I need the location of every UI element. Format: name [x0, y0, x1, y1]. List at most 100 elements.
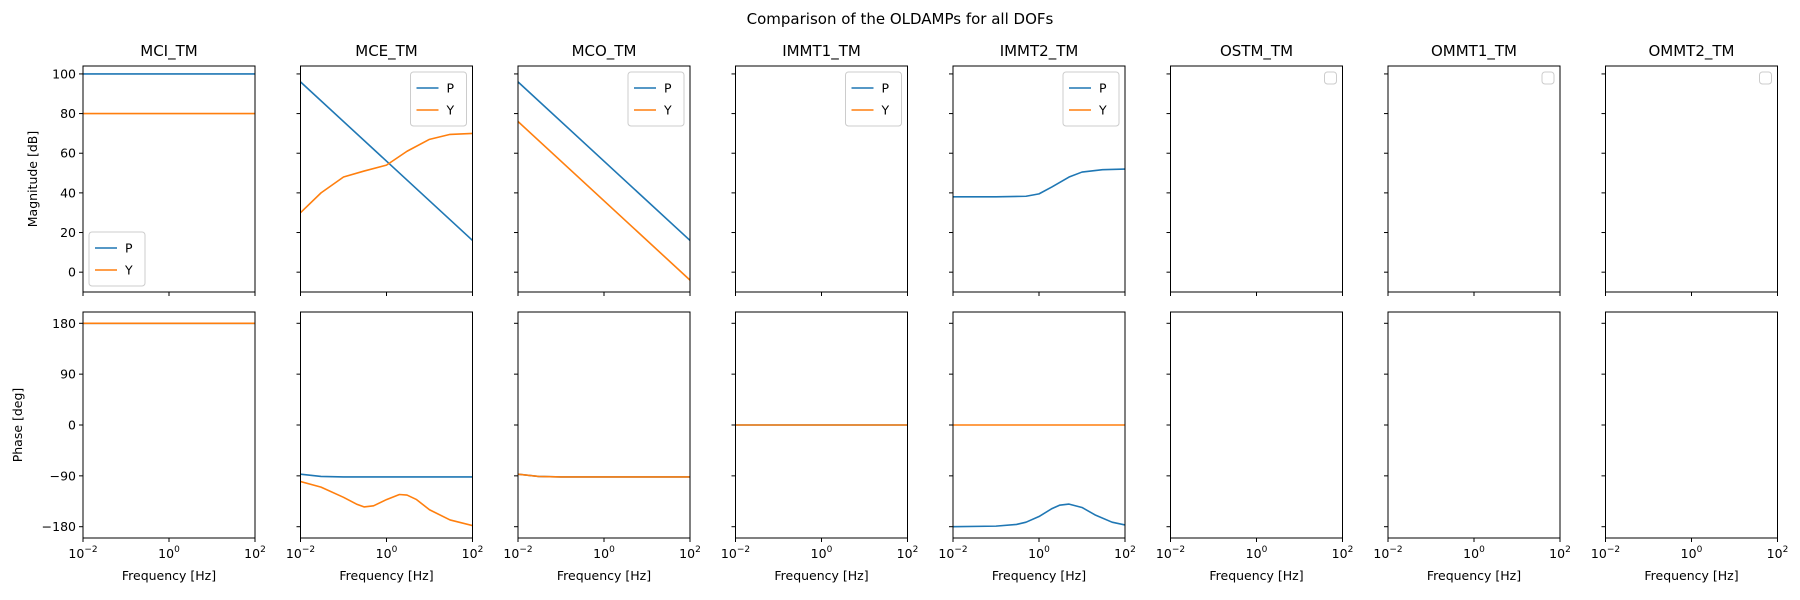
series-line-y — [300, 132, 473, 214]
series-line-y — [518, 473, 690, 478]
legend: PY — [88, 231, 146, 287]
x-tick-base: 10 — [1373, 546, 1389, 561]
legend-label: P — [125, 241, 133, 256]
x-tick-label: 102 — [897, 545, 919, 561]
x-axis-label: Frequency [Hz] — [774, 568, 868, 583]
x-tick-exponent: 2 — [478, 545, 484, 555]
x-tick-exponent: −2 — [302, 545, 315, 555]
subplot-title: OMMT2_TM — [1648, 42, 1734, 61]
x-tick-label: 102 — [244, 545, 266, 561]
legend-box — [1541, 71, 1555, 85]
y-tick-label: 0 — [68, 418, 76, 433]
legend-box — [1062, 71, 1120, 127]
x-tick-base: 10 — [158, 546, 174, 561]
legend-label: Y — [881, 103, 890, 118]
x-tick-label: 100 — [158, 545, 180, 561]
x-tick-base: 10 — [811, 546, 827, 561]
y-tick-label: 90 — [60, 367, 76, 382]
x-tick-exponent: 2 — [695, 545, 701, 555]
legend-box — [410, 71, 467, 127]
legend-box — [627, 71, 685, 127]
subplot-title: MCO_TM — [572, 42, 637, 61]
x-tick-label: 10−2 — [1156, 545, 1185, 561]
x-tick-exponent: −2 — [1607, 545, 1620, 555]
magnitude-axes — [1166, 65, 1343, 296]
legend-box — [845, 71, 902, 127]
x-axis-label: Frequency [Hz] — [339, 568, 433, 583]
y-axis-label: Magnitude [dB] — [25, 131, 40, 227]
x-tick-exponent: −2 — [519, 545, 532, 555]
x-tick-exponent: 0 — [1262, 545, 1268, 555]
x-axis-label: Frequency [Hz] — [1644, 568, 1738, 583]
legend-box — [1324, 71, 1337, 85]
x-tick-label: 102 — [1332, 545, 1354, 561]
x-tick-exponent: 0 — [827, 545, 833, 555]
y-tick-label: 20 — [60, 225, 76, 240]
figure-title: Comparison of the OLDAMPs for all DOFs — [747, 10, 1054, 28]
x-tick-label: 100 — [1463, 545, 1485, 561]
y-tick-label: 100 — [52, 66, 76, 81]
magnitude-axes — [1601, 65, 1778, 296]
x-tick-exponent: 2 — [1783, 545, 1789, 555]
y-axis-label: Phase [deg] — [10, 388, 25, 463]
x-axis-label: Frequency [Hz] — [122, 568, 216, 583]
magnitude-axes: 0 20 40 60 80 100 Magnitude [dB] PY — [25, 65, 256, 296]
x-tick-base: 10 — [462, 546, 478, 561]
series-line-y — [518, 120, 690, 281]
y-tick-label: −180 — [42, 519, 76, 534]
legend — [1541, 71, 1555, 85]
subplot-title: OSTM_TM — [1220, 42, 1293, 61]
x-tick-base: 10 — [1028, 546, 1044, 561]
x-tick-base: 10 — [1767, 546, 1783, 561]
magnitude-axes — [1384, 65, 1561, 296]
x-tick-exponent: 0 — [609, 545, 615, 555]
y-tick-label: 80 — [60, 106, 76, 121]
x-tick-exponent: −2 — [1172, 545, 1185, 555]
y-tick-label: 60 — [60, 146, 76, 161]
series-line-p — [300, 81, 473, 242]
magnitude-axes: PY — [731, 65, 908, 296]
legend-label: P — [664, 81, 672, 96]
y-tick-label: 0 — [68, 265, 76, 280]
magnitude-axes: PY — [514, 65, 691, 296]
x-tick-label: 10−2 — [938, 545, 967, 561]
x-tick-base: 10 — [376, 546, 392, 561]
x-tick-base: 10 — [1549, 546, 1565, 561]
legend-box — [1759, 71, 1772, 85]
x-tick-base: 10 — [897, 546, 913, 561]
x-tick-base: 10 — [721, 546, 737, 561]
x-tick-base: 10 — [679, 546, 695, 561]
magnitude-axes: PY — [296, 65, 473, 296]
legend-label: Y — [1098, 103, 1107, 118]
x-tick-base: 10 — [286, 546, 302, 561]
magnitude-axes: PY — [949, 65, 1126, 296]
x-tick-label: 100 — [811, 545, 833, 561]
x-tick-label: 100 — [376, 545, 398, 561]
series-line-p — [300, 473, 473, 478]
x-tick-label: 10−2 — [1373, 545, 1402, 561]
x-tick-exponent: −2 — [954, 545, 967, 555]
x-tick-base: 10 — [1114, 546, 1130, 561]
legend-label: Y — [446, 103, 455, 118]
legend-label: Y — [663, 103, 672, 118]
x-tick-label: 10−2 — [721, 545, 750, 561]
x-tick-label: 100 — [1028, 545, 1050, 561]
x-tick-label: 10−2 — [68, 545, 97, 561]
legend: PY — [627, 71, 685, 127]
legend — [1759, 71, 1772, 85]
x-tick-label: 100 — [1246, 545, 1268, 561]
legend-label: Y — [124, 263, 133, 278]
x-tick-base: 10 — [938, 546, 954, 561]
series-line-y — [300, 480, 473, 527]
